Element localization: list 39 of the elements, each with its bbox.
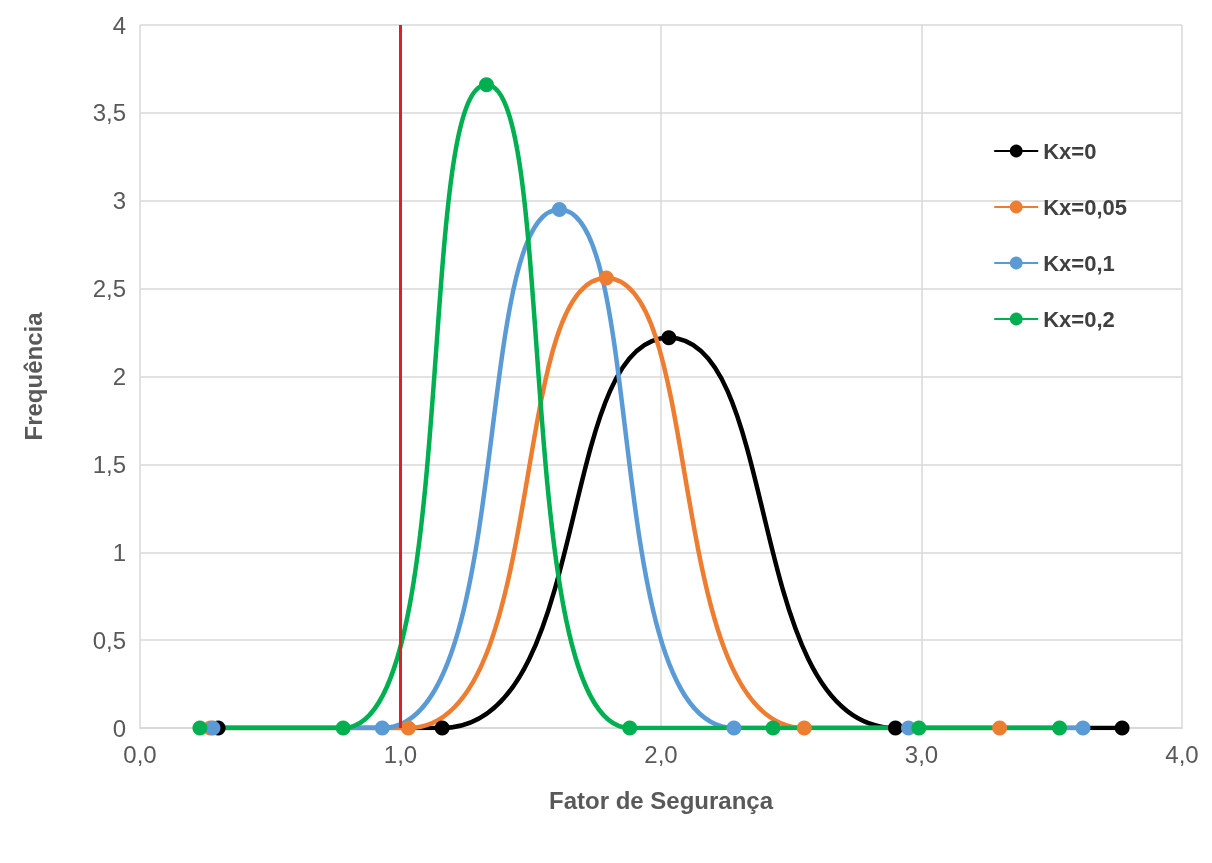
point <box>598 270 614 286</box>
legend-label: Kx=0,1 <box>1043 250 1115 276</box>
legend-label: Kx=0 <box>1043 138 1097 164</box>
y-tick-label: 1 <box>112 538 126 566</box>
point <box>796 720 812 736</box>
point <box>335 720 351 736</box>
point <box>400 720 416 736</box>
point <box>911 720 927 736</box>
point <box>887 720 903 736</box>
legend-label: Kx=0,2 <box>1043 306 1115 332</box>
y-tick-label: 0 <box>112 714 126 742</box>
point <box>726 720 742 736</box>
x-tick-label: 1,0 <box>383 740 418 768</box>
x-tick-label: 4,0 <box>1165 740 1199 768</box>
point <box>992 720 1008 736</box>
point <box>374 720 390 736</box>
point <box>192 720 208 736</box>
y-tick-label: 4 <box>112 11 126 39</box>
point <box>661 330 677 346</box>
x-tick-label: 2,0 <box>644 740 678 768</box>
point <box>434 720 450 736</box>
x-tick-label: 3,0 <box>904 740 939 768</box>
x-axis-title: Fator de Segurança <box>548 786 774 814</box>
point <box>478 77 494 93</box>
point <box>765 720 781 736</box>
y-tick-label: 0,5 <box>92 626 126 654</box>
y-tick-label: 2,5 <box>92 275 126 303</box>
point <box>551 202 567 218</box>
y-tick-label: 2 <box>112 363 126 390</box>
y-tick-label: 3,5 <box>92 99 126 127</box>
y-axis-title: Frequência <box>19 311 47 441</box>
x-tick-label: 0,0 <box>123 740 157 768</box>
point <box>1052 720 1068 736</box>
y-tick-label: 3 <box>112 187 126 215</box>
y-tick-label: 1,5 <box>92 450 126 478</box>
point <box>1075 720 1091 736</box>
point <box>622 720 638 736</box>
point <box>1114 720 1130 736</box>
legend-label: Kx=0,05 <box>1043 194 1128 220</box>
